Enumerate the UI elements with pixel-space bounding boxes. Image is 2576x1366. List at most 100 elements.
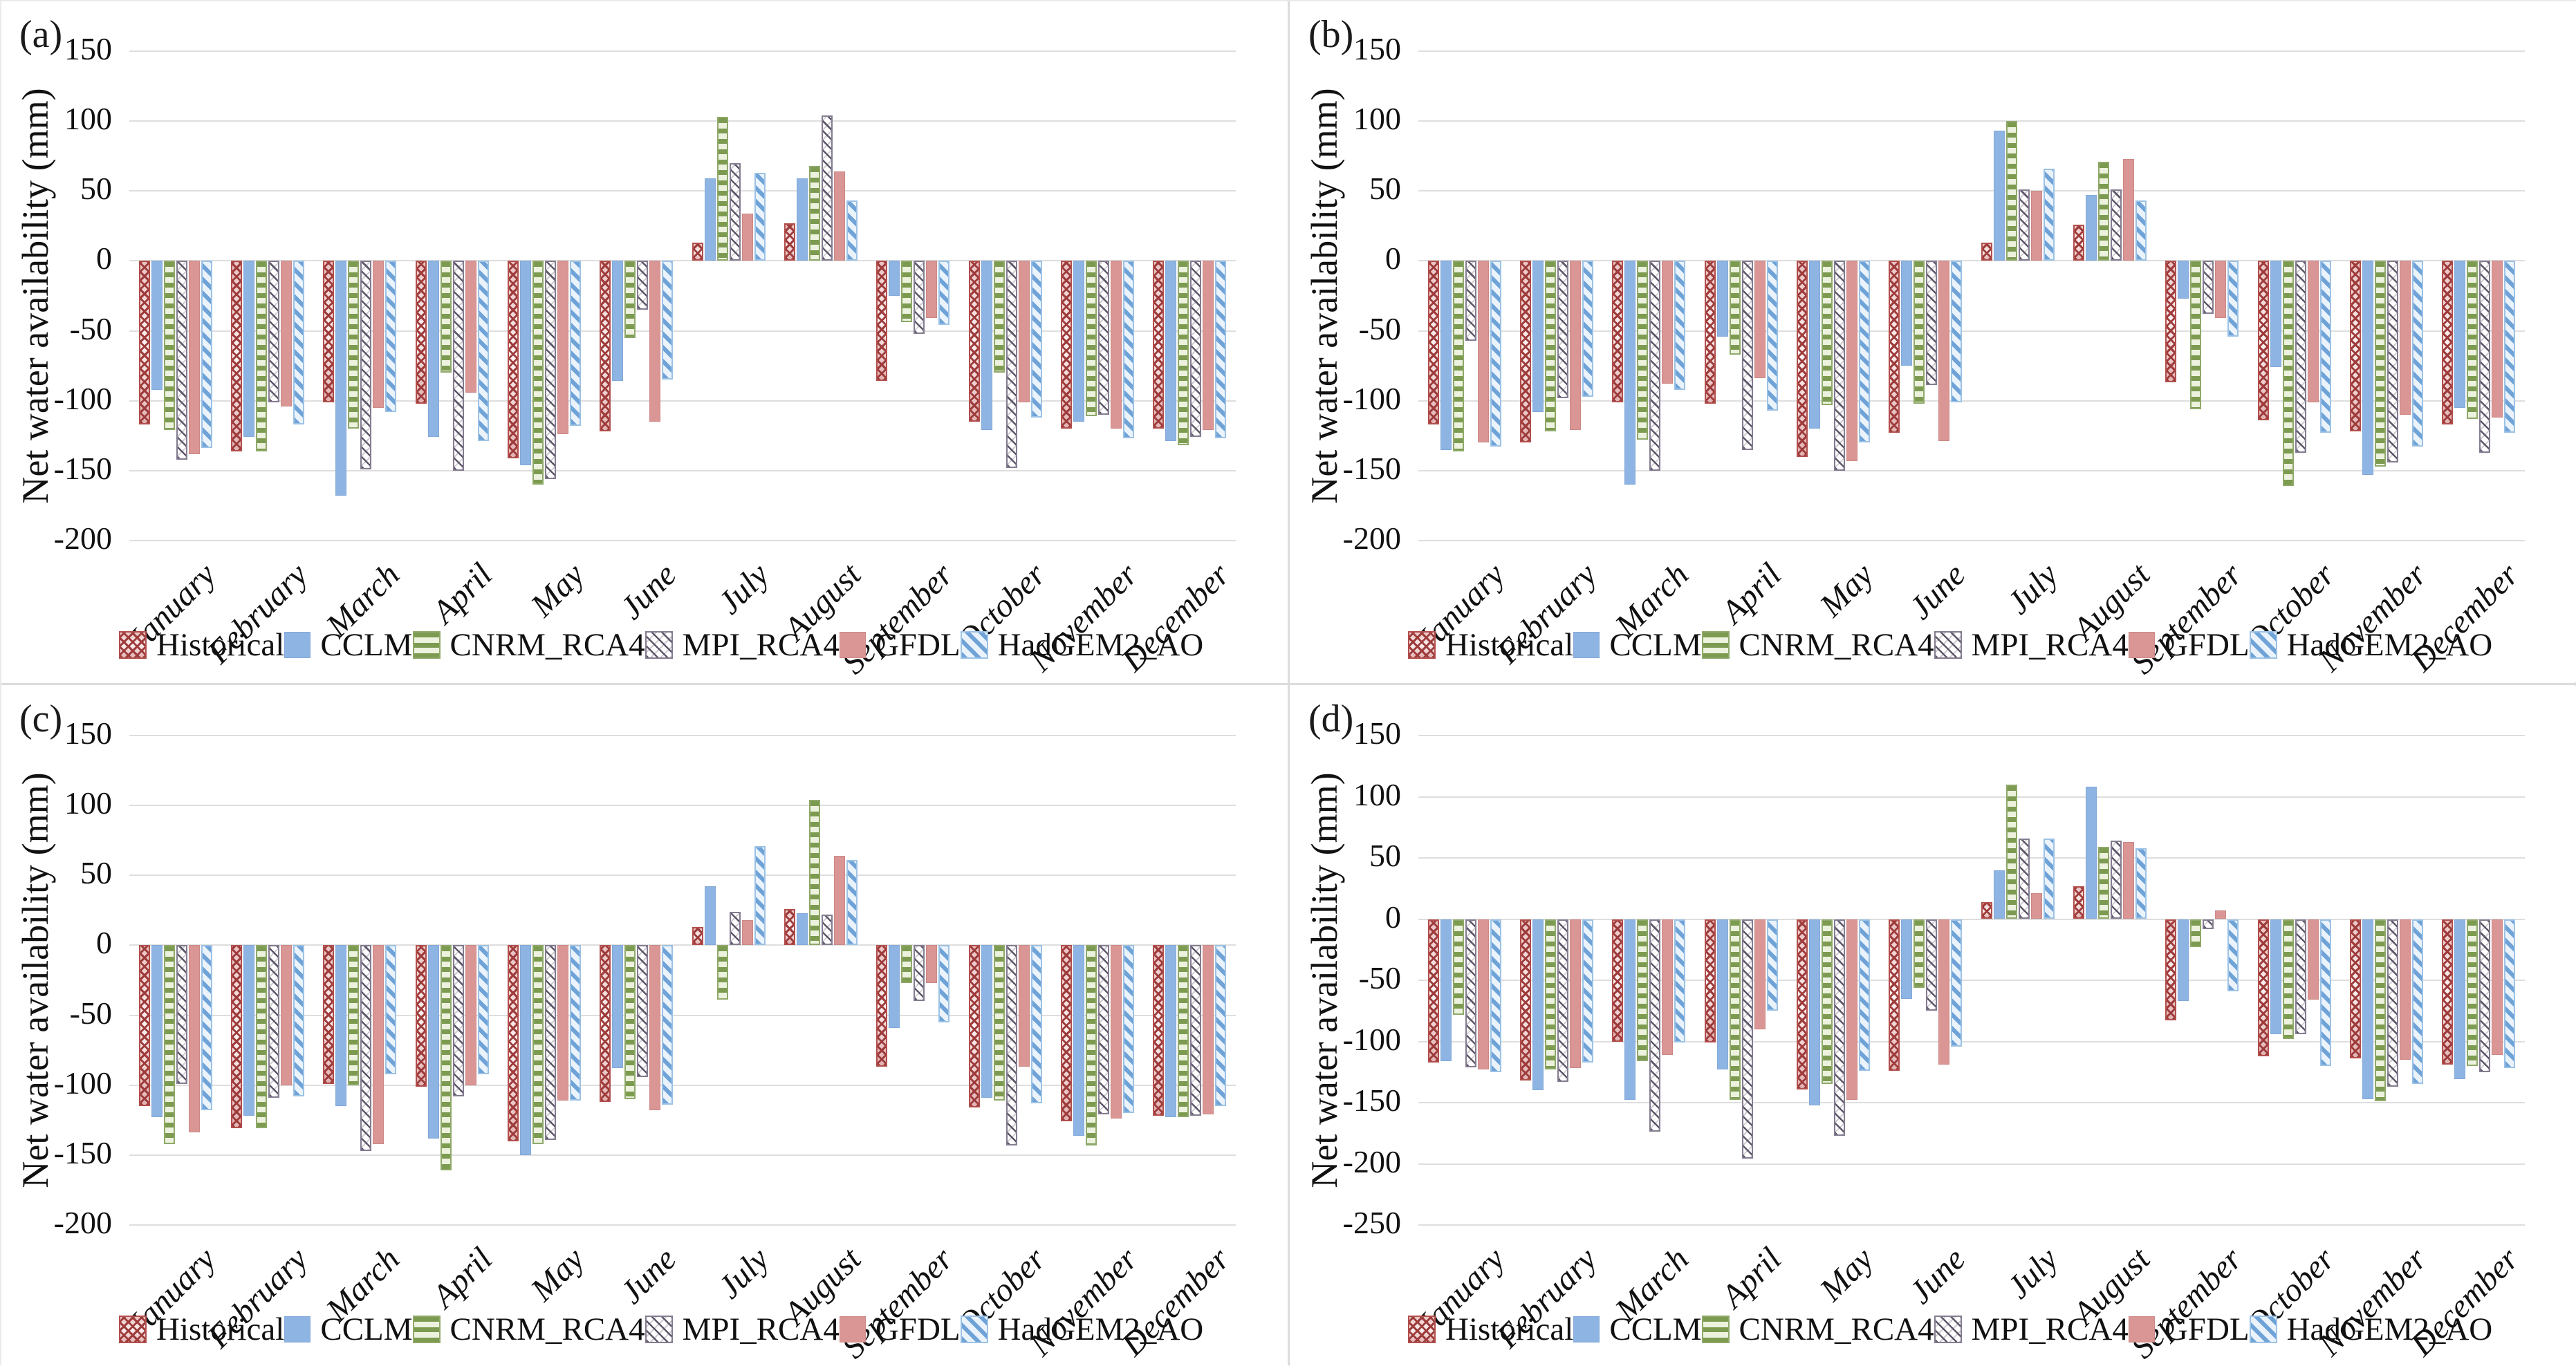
bar-MPI_RCA4-October bbox=[2295, 261, 2306, 453]
panel-label: (a) bbox=[19, 13, 63, 56]
bar-GFDL-August bbox=[834, 855, 845, 946]
gridline-y-50 bbox=[129, 330, 1236, 332]
legend: Historical CCLM CNRM_RCA4 MPI_RCA4 GFDL HadGE… bbox=[1408, 626, 2492, 664]
legend-label: CNRM_RCA4 bbox=[450, 1311, 645, 1347]
y-tick-label: 50 bbox=[1369, 171, 1401, 207]
bar-MPI_RCA4-April bbox=[452, 945, 464, 1096]
bar-HadGEM2_AO-November bbox=[1123, 945, 1134, 1114]
gridline-y-200 bbox=[129, 540, 1236, 541]
bar-CNRM_RCA4-July bbox=[716, 945, 728, 1000]
bar-CCLM-October bbox=[2270, 261, 2281, 368]
bar-CCLM-September bbox=[889, 261, 900, 296]
bar-MPI_RCA4-December bbox=[2479, 919, 2491, 1072]
bar-MPI_RCA4-March bbox=[1649, 261, 1661, 471]
legend-swatch-diag-gray-icon bbox=[645, 1316, 673, 1343]
y-tick-label: -50 bbox=[1358, 960, 1401, 995]
bar-MPI_RCA4-September bbox=[914, 261, 925, 334]
bar-MPI_RCA4-June bbox=[637, 945, 649, 1077]
bar-Historical-May bbox=[1797, 919, 1808, 1089]
bar-HadGEM2_AO-August bbox=[846, 200, 858, 261]
bar-MPI_RCA4-January bbox=[1465, 919, 1476, 1067]
bar-HadGEM2_AO-April bbox=[477, 261, 489, 442]
legend-item-HadGEM2_AO: HadGEM2_AO bbox=[960, 626, 1204, 664]
y-tick-label: 100 bbox=[1353, 101, 1401, 137]
bar-CNRM_RCA4-August bbox=[809, 165, 820, 261]
y-tick-label: -100 bbox=[53, 380, 112, 416]
legend-swatch-checker-red-icon bbox=[119, 1316, 147, 1343]
bar-CCLM-October bbox=[2270, 919, 2281, 1034]
legend-item-GFDL: GFDL bbox=[2128, 626, 2250, 664]
bar-CNRM_RCA4-June bbox=[1914, 261, 1925, 404]
bar-HadGEM2_AO-July bbox=[754, 172, 766, 261]
bar-CNRM_RCA4-April bbox=[440, 945, 452, 1171]
bar-CNRM_RCA4-May bbox=[1822, 261, 1833, 405]
bar-MPI_RCA4-September bbox=[2203, 919, 2214, 929]
bar-CCLM-April bbox=[1716, 261, 1728, 337]
legend-swatch-solid-salmon-icon bbox=[839, 632, 866, 658]
bar-GFDL-August bbox=[2123, 158, 2134, 261]
bar-Historical-May bbox=[508, 261, 519, 458]
bar-HadGEM2_AO-February bbox=[293, 945, 304, 1096]
gridline-y150 bbox=[129, 50, 1236, 52]
legend-item-CCLM: CCLM bbox=[1573, 626, 1702, 664]
bar-CCLM-November bbox=[2362, 919, 2373, 1099]
legend-swatch-checker-red-icon bbox=[1408, 1316, 1436, 1343]
bar-CNRM_RCA4-August bbox=[2098, 161, 2109, 261]
y-tick-label: -100 bbox=[1342, 1021, 1401, 1057]
gridline-y100 bbox=[129, 120, 1236, 122]
legend-label: CNRM_RCA4 bbox=[450, 627, 645, 663]
bar-MPI_RCA4-July bbox=[2018, 838, 2030, 919]
bar-HadGEM2_AO-May bbox=[570, 261, 581, 427]
bar-HadGEM2_AO-January bbox=[1490, 919, 1501, 1072]
bar-HadGEM2_AO-December bbox=[1215, 261, 1227, 439]
bar-GFDL-November bbox=[2400, 261, 2411, 415]
y-tick-label: 50 bbox=[80, 855, 112, 891]
bar-CCLM-December bbox=[2454, 261, 2466, 408]
bar-GFDL-March bbox=[1662, 919, 1674, 1055]
bar-CCLM-November bbox=[1073, 945, 1084, 1136]
bar-Historical-January bbox=[1427, 919, 1439, 1063]
legend-label: CCLM bbox=[320, 627, 413, 663]
bar-Historical-March bbox=[323, 945, 335, 1084]
legend-label: CNRM_RCA4 bbox=[1739, 627, 1934, 663]
bar-MPI_RCA4-June bbox=[637, 261, 649, 310]
bar-HadGEM2_AO-January bbox=[201, 945, 212, 1111]
legend-item-GFDL: GFDL bbox=[839, 1311, 961, 1348]
legend-item-Historical: Historical bbox=[1408, 626, 1573, 664]
bar-CNRM_RCA4-July bbox=[2005, 121, 2017, 261]
legend-item-MPI_RCA4: MPI_RCA4 bbox=[1934, 626, 2129, 664]
y-tick-label: -100 bbox=[1342, 380, 1401, 416]
panel-divider-horizontal bbox=[1, 683, 2576, 685]
bar-CNRM_RCA4-June bbox=[1914, 919, 1925, 988]
legend-item-MPI_RCA4: MPI_RCA4 bbox=[1934, 1311, 2129, 1348]
bar-MPI_RCA4-July bbox=[729, 911, 741, 946]
bar-CCLM-June bbox=[612, 261, 624, 382]
legend-label: HadGEM2_AO bbox=[997, 627, 1204, 663]
bar-Historical-July bbox=[692, 927, 703, 946]
bar-CNRM_RCA4-July bbox=[2005, 784, 2017, 919]
bar-MPI_RCA4-September bbox=[2203, 261, 2214, 315]
bar-Historical-November bbox=[1061, 261, 1072, 429]
bar-MPI_RCA4-January bbox=[1465, 261, 1476, 341]
bar-MPI_RCA4-May bbox=[545, 261, 556, 479]
bar-HadGEM2_AO-August bbox=[846, 860, 858, 946]
bar-CCLM-December bbox=[1165, 945, 1177, 1118]
bar-MPI_RCA4-November bbox=[2387, 919, 2398, 1087]
bar-CNRM_RCA4-March bbox=[348, 945, 360, 1085]
bar-GFDL-January bbox=[188, 261, 200, 454]
panel-label: (c) bbox=[19, 698, 63, 740]
bar-GFDL-November bbox=[1111, 945, 1122, 1119]
bar-CNRM_RCA4-October bbox=[993, 261, 1005, 373]
bar-Historical-September bbox=[2165, 261, 2177, 383]
bar-MPI_RCA4-October bbox=[1006, 945, 1017, 1145]
gridline-y-100 bbox=[1418, 1040, 2525, 1042]
bar-HadGEM2_AO-March bbox=[1674, 919, 1686, 1043]
bar-CCLM-July bbox=[704, 886, 716, 946]
legend-label: Historical bbox=[156, 1311, 285, 1347]
bar-CCLM-January bbox=[151, 261, 163, 390]
bar-MPI_RCA4-November bbox=[2387, 261, 2398, 462]
gridline-y-250 bbox=[1418, 1224, 2525, 1226]
legend-item-CNRM_RCA4: CNRM_RCA4 bbox=[1701, 626, 1934, 664]
bar-Historical-September bbox=[876, 945, 888, 1067]
